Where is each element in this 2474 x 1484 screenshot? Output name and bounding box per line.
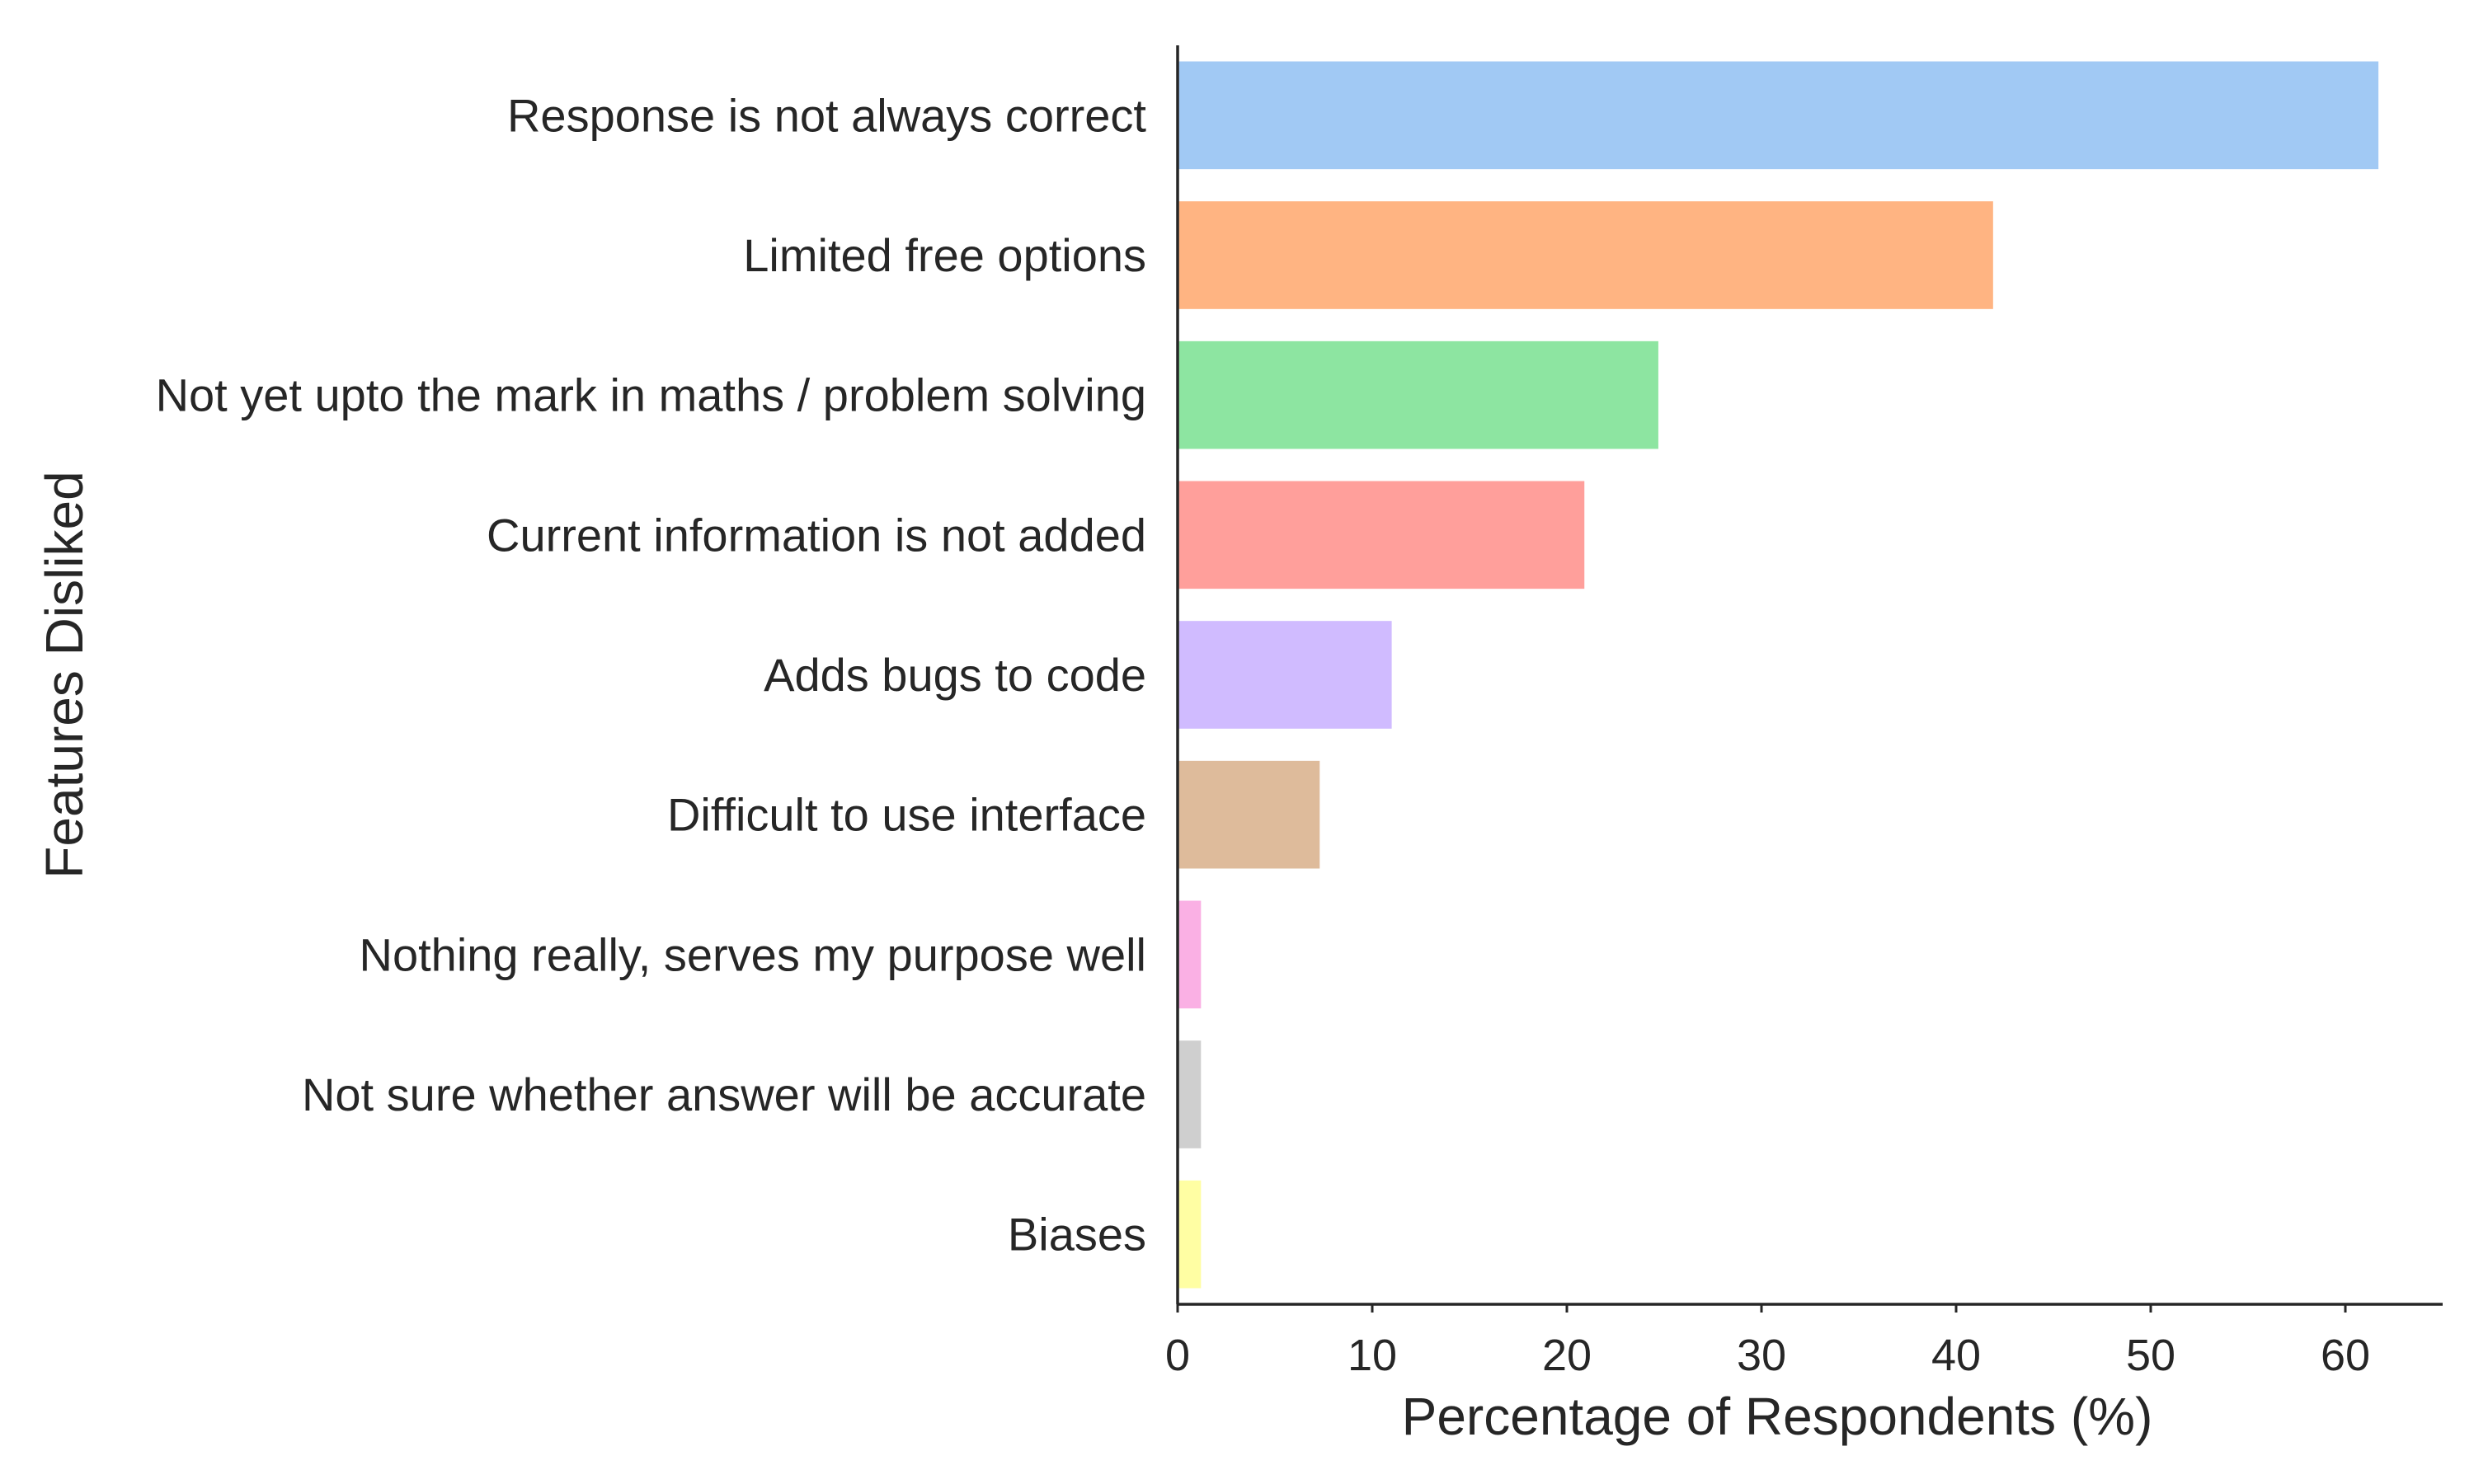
x-tick-label: 60 — [2321, 1331, 2370, 1380]
bar-4 — [1178, 481, 1585, 589]
x-ticks-group: 0 10 20 30 40 50 60 — [1165, 1304, 2370, 1380]
bar-9 — [1178, 1180, 1202, 1289]
category-label: Limited free options — [743, 229, 1146, 281]
bar-1 — [1178, 61, 2379, 170]
bar-6 — [1178, 760, 1320, 869]
category-label: Adds bugs to code — [764, 649, 1146, 701]
category-labels-group: Response is not always correct Limited fr… — [156, 89, 1147, 1260]
x-tick-label: 30 — [1737, 1331, 1786, 1380]
category-label: Response is not always correct — [507, 89, 1146, 141]
bar-3 — [1178, 340, 1658, 449]
x-tick-label: 0 — [1165, 1331, 1190, 1380]
x-tick-label: 40 — [1931, 1331, 1981, 1380]
category-label: Current information is not added — [487, 509, 1146, 561]
bar-8 — [1178, 1040, 1202, 1148]
y-axis-title: Features Disliked — [35, 471, 94, 878]
bars-group — [1178, 61, 2379, 1289]
category-label: Not yet upto the mark in maths / problem… — [156, 369, 1146, 421]
category-label: Nothing really, serves my purpose well — [360, 928, 1146, 980]
bar-2 — [1178, 201, 1993, 309]
x-tick-label: 50 — [2126, 1331, 2175, 1380]
x-axis-title: Percentage of Respondents (%) — [1402, 1387, 2153, 1446]
category-label: Biases — [1008, 1209, 1146, 1261]
x-tick-label: 10 — [1348, 1331, 1397, 1380]
x-tick-label: 20 — [1542, 1331, 1592, 1380]
bar-7 — [1178, 900, 1202, 1009]
bar-5 — [1178, 621, 1392, 729]
category-label: Difficult to use interface — [667, 789, 1146, 841]
category-label: Not sure whether answer will be accurate — [302, 1068, 1146, 1120]
